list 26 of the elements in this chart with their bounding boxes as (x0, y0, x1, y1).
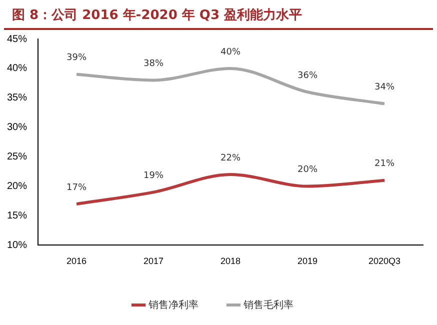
data-label: 36% (297, 70, 318, 81)
y-tick-label: 10% (7, 240, 28, 251)
x-tick-label: 2016 (66, 256, 87, 266)
legend-label: 销售净利率 (148, 298, 198, 311)
data-label: 38% (144, 59, 164, 70)
data-label: 34% (374, 82, 395, 93)
chart-title: 图 8：公司 2016 年-2020 年 Q3 盈利能力水平 (4, 0, 433, 30)
y-tick-label: 40% (7, 63, 28, 74)
y-tick-label: 30% (7, 122, 28, 134)
y-tick-label: 25% (7, 152, 28, 163)
data-label: 22% (220, 153, 241, 164)
data-label: 17% (66, 182, 87, 193)
x-tick-label: 2017 (143, 256, 164, 266)
x-tick-label: 2018 (220, 256, 241, 266)
data-label: 40% (220, 47, 241, 58)
legend-label: 销售毛利率 (242, 298, 294, 311)
data-label: 21% (374, 159, 395, 170)
y-tick-label: 45% (7, 34, 28, 45)
data-label: 19% (144, 171, 164, 182)
y-tick-label: 15% (7, 210, 28, 222)
x-tick-label: 2019 (297, 256, 318, 266)
x-tick-label: 2020Q3 (368, 256, 401, 266)
y-tick-label: 35% (7, 92, 28, 104)
y-tick-label: 20% (7, 181, 28, 192)
data-label: 20% (297, 165, 318, 176)
data-label: 39% (66, 53, 87, 64)
